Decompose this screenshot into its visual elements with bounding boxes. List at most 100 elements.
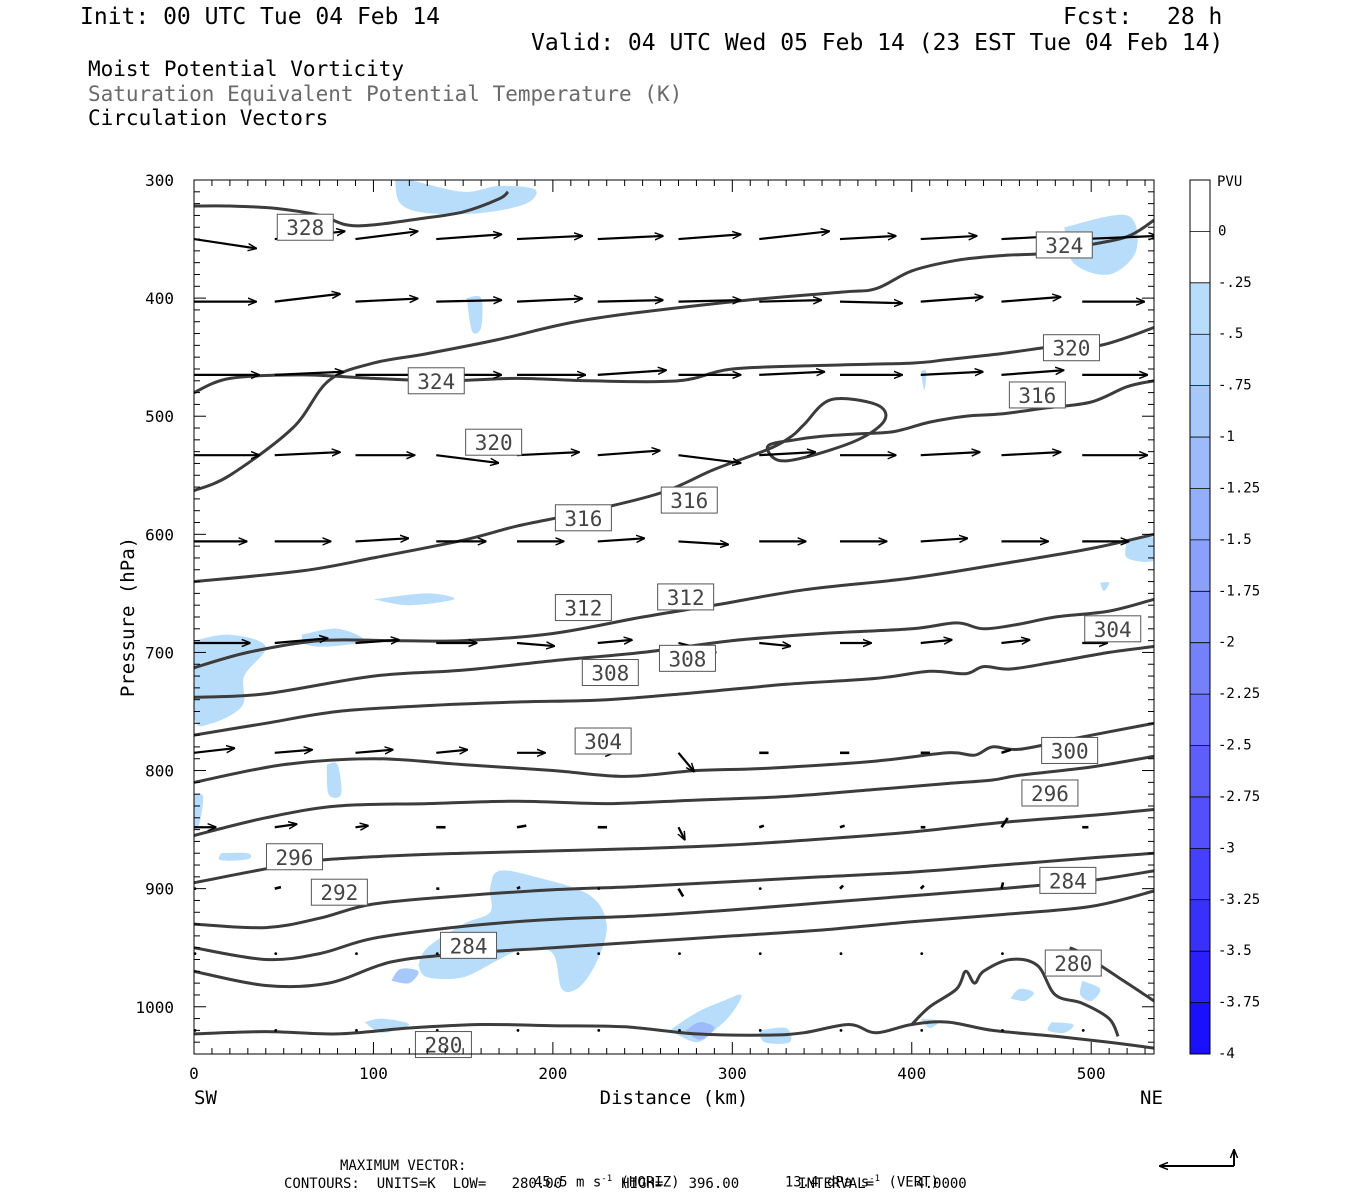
mpv-patch — [920, 369, 927, 391]
max-horiz-unit: (HORIZ) — [620, 1174, 680, 1191]
contour-label-box — [1084, 615, 1142, 643]
colorbar-segment — [1190, 385, 1210, 438]
contour-label-box — [465, 428, 523, 456]
x-tick-label: 500 — [1077, 1064, 1106, 1083]
contour-label-text: 284 — [450, 934, 488, 958]
colorbar-frame — [1189, 179, 1211, 1055]
vector-arrow — [839, 236, 896, 239]
theta-contour-280 — [910, 957, 1120, 1037]
vector-arrow — [678, 826, 684, 839]
vector-arrow — [274, 885, 282, 890]
y-axis-label: Pressure (hPa) — [117, 537, 139, 697]
x-axis-label: Distance (km) — [600, 1087, 749, 1109]
vector-arrow — [436, 750, 467, 753]
contour-label-text: 308 — [668, 647, 706, 671]
vector-dot — [516, 1028, 520, 1032]
vector-arrow — [920, 640, 952, 643]
colorbar-label: -2.75 — [1218, 789, 1260, 805]
contour-label-box — [1042, 334, 1100, 362]
colorbar-segment — [1190, 180, 1210, 232]
contour-label-text: 316 — [670, 489, 708, 513]
vector-arrow — [1000, 882, 1005, 889]
contour-label-text: 320 — [475, 431, 513, 455]
colorbar-segment — [1190, 231, 1210, 283]
vector-arrow — [920, 452, 980, 455]
vector-arrow — [274, 638, 328, 645]
vector-arrow — [839, 884, 845, 890]
vector-arrow — [678, 300, 740, 302]
vector-dot — [355, 1028, 358, 1032]
contours-info: CONTOURS: UNITS=K LOW= 280.00 HIGH= 396.… — [284, 1176, 967, 1192]
max-horiz-number: 45.5 m s — [533, 1174, 602, 1191]
contour-label-320: 320 — [1042, 334, 1100, 362]
colorbar-label: -1.75 — [1218, 583, 1260, 599]
vector-arrow — [759, 643, 790, 646]
contour-label-box — [440, 931, 498, 959]
vector-dot — [678, 1028, 681, 1032]
mpv-patch — [418, 870, 607, 993]
contour-label-box — [1008, 381, 1066, 409]
field-title-theta: Saturation Equivalent Potential Temperat… — [88, 82, 683, 106]
contour-label-text: 296 — [1031, 782, 1069, 806]
mpv-patch — [1079, 980, 1101, 1002]
contour-label-text: 304 — [584, 730, 622, 754]
vector-arrow — [759, 452, 815, 455]
mpv-patch — [1064, 214, 1138, 275]
contour-label-box — [658, 644, 716, 672]
contour-label-box — [1035, 231, 1093, 259]
contour-label-box — [310, 878, 368, 906]
contour-label-text: 296 — [276, 846, 314, 870]
contour-label-box — [581, 659, 639, 687]
mpv-patch — [1100, 582, 1110, 591]
mpv-patch — [194, 793, 204, 828]
vector-dot — [274, 1028, 278, 1032]
max-vector-label: MAXIMUM VECTOR: — [340, 1158, 467, 1174]
theta-contour-282 — [194, 889, 1154, 989]
vector-dot — [920, 952, 924, 956]
vector-arrow — [677, 887, 685, 898]
vector-arrow — [677, 752, 694, 772]
contour-label-308: 308 — [581, 659, 639, 687]
vector-arrow — [597, 538, 645, 541]
vector-arrow — [516, 299, 582, 302]
vector-arrow — [355, 640, 398, 643]
vector-dot — [1081, 1028, 1085, 1032]
contour-label-text: 324 — [1045, 234, 1083, 258]
vector-arrow — [1001, 297, 1060, 303]
vector-arrow — [274, 294, 340, 303]
contour-label-box — [276, 213, 334, 241]
y-tick-label: 800 — [145, 762, 174, 781]
vector-arrow — [516, 824, 527, 829]
vector-dot — [597, 887, 601, 891]
plot-frame — [193, 179, 1155, 1055]
reference-vector-icon — [1160, 1150, 1234, 1166]
theta-contour-288 — [194, 851, 1154, 930]
vector-arrow — [759, 372, 824, 375]
vector-arrow — [1001, 370, 1063, 376]
contour-label-324: 324 — [1035, 231, 1093, 259]
theta-contour-328 — [194, 190, 510, 228]
colorbar-segment — [1190, 951, 1210, 1003]
vector-dot — [758, 887, 762, 891]
vector-arrow — [436, 454, 498, 463]
contour-label-text: 312 — [667, 586, 705, 610]
colorbar-segment — [1190, 437, 1210, 489]
contour-label-312: 312 — [657, 583, 715, 611]
vector-dot — [758, 1028, 762, 1032]
mpv-patch — [466, 295, 483, 334]
max-vert-value: 13.4 dPa s-1 (VERT) — [768, 1158, 939, 1191]
vector-arrow — [920, 538, 968, 541]
vector-arrow — [597, 370, 666, 376]
y-tick-label: 1000 — [135, 998, 174, 1017]
theta-contours — [194, 190, 1154, 1050]
vector-dot — [1001, 1028, 1004, 1032]
theta-contour-308 — [194, 597, 1154, 699]
contour-label-304: 304 — [1084, 615, 1142, 643]
mpv-patch — [301, 628, 365, 647]
contour-label-316: 316 — [660, 486, 718, 514]
max-horiz-value: 45.5 m s-1 (HORIZ) — [517, 1158, 680, 1191]
mpv-patch — [373, 593, 455, 606]
vector-dot — [516, 952, 520, 956]
colorbar-segment — [1190, 1002, 1210, 1054]
